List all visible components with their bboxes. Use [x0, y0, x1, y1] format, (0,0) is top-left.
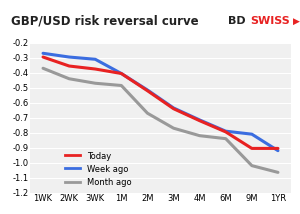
- Text: SWISS: SWISS: [250, 16, 290, 26]
- Text: GBP/USD risk reversal curve: GBP/USD risk reversal curve: [11, 15, 199, 28]
- Text: BD: BD: [228, 16, 246, 26]
- Text: ▶: ▶: [293, 17, 300, 26]
- Legend: Today, Week ago, Month ago: Today, Week ago, Month ago: [65, 152, 132, 187]
